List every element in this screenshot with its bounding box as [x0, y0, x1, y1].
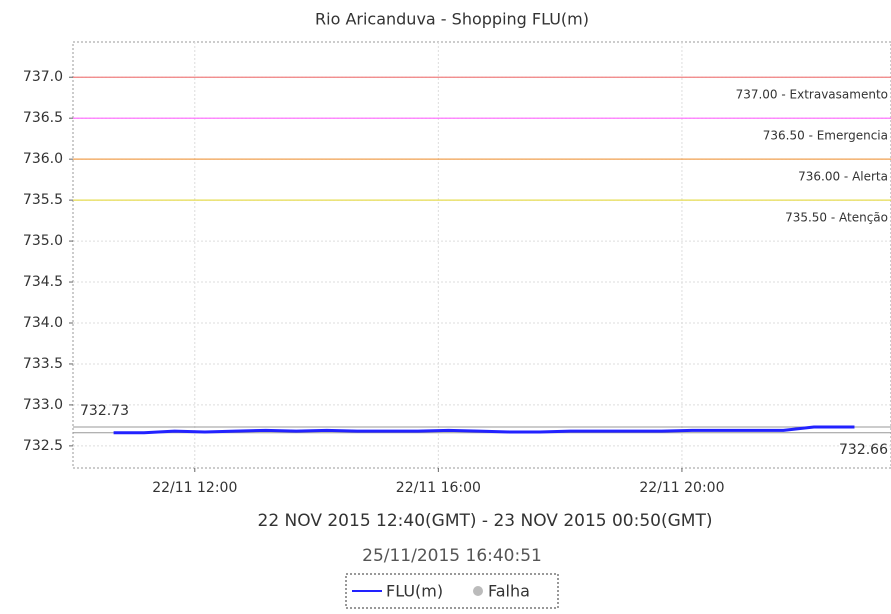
legend-box	[345, 573, 559, 609]
chart-title: Rio Aricanduva - Shopping FLU(m)	[315, 10, 589, 29]
threshold-label: 736.00 - Alerta	[798, 170, 888, 184]
legend-marker	[473, 586, 483, 596]
extreme-label: 732.66	[839, 442, 888, 458]
y-tick-label: 736.5	[23, 110, 63, 126]
x-tick-label: 22/11 16:00	[396, 480, 481, 496]
y-tick-label: 736.0	[23, 151, 63, 167]
subtitle: 22 NOV 2015 12:40(GMT) - 23 NOV 2015 00:…	[258, 511, 713, 531]
x-tick-label: 22/11 20:00	[639, 480, 724, 496]
x-tick-label: 22/11 12:00	[152, 480, 237, 496]
threshold-label: 736.50 - Emergencia	[763, 129, 888, 143]
y-tick-label: 734.5	[23, 274, 63, 290]
y-tick-label: 735.0	[23, 233, 63, 249]
y-tick-label: 732.5	[23, 438, 63, 454]
y-tick-label: 734.0	[23, 315, 63, 331]
y-tick-label: 733.0	[23, 397, 63, 413]
data-line	[113, 425, 855, 435]
threshold-label: 737.00 - Extravasamento	[736, 88, 888, 102]
y-tick-label: 733.5	[23, 356, 63, 372]
threshold-label: 735.50 - Atenção	[785, 211, 888, 225]
y-tick-label: 737.0	[23, 69, 63, 85]
y-tick-label: 735.5	[23, 192, 63, 208]
plot-area	[72, 41, 891, 469]
extreme-label: 732.73	[80, 403, 129, 419]
legend-label: FLU(m)	[386, 582, 443, 601]
legend-label: Falha	[488, 582, 530, 601]
timestamp: 25/11/2015 16:40:51	[362, 546, 542, 566]
